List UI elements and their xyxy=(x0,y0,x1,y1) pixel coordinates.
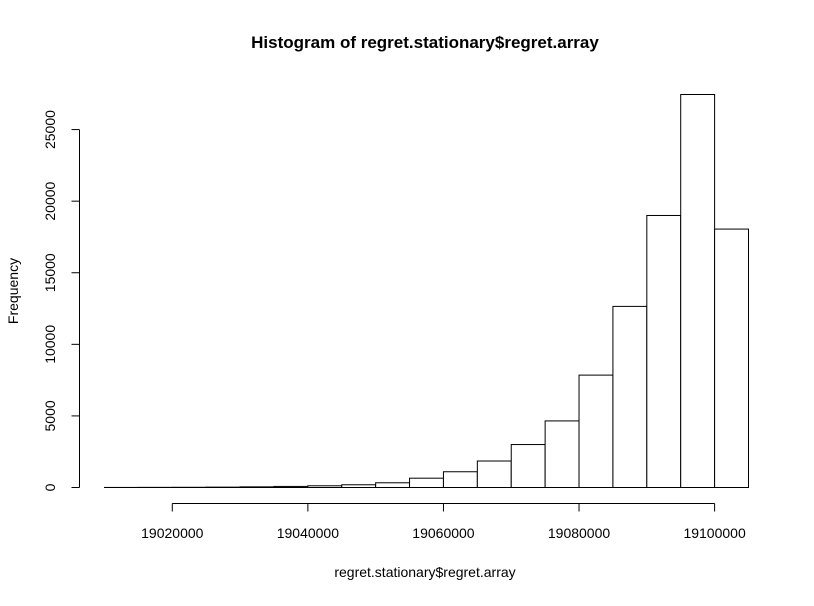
histogram-bars xyxy=(105,95,749,488)
x-tick-label: 19020000 xyxy=(141,525,204,541)
histogram-bar xyxy=(274,486,308,487)
y-tick-label: 10000 xyxy=(42,325,58,364)
histogram-bar xyxy=(443,472,477,488)
histogram-bar xyxy=(647,215,681,487)
y-axis-label: Frequency xyxy=(5,258,21,324)
histogram-bar xyxy=(410,478,444,487)
histogram-bar xyxy=(715,229,749,487)
x-tick-label: 19040000 xyxy=(277,525,340,541)
chart-title: Histogram of regret.stationary$regret.ar… xyxy=(251,33,599,52)
y-tick-label: 15000 xyxy=(42,253,58,292)
y-tick-label: 25000 xyxy=(42,110,58,149)
histogram-bar xyxy=(240,487,274,488)
y-tick-label: 20000 xyxy=(42,181,58,220)
histogram-bar xyxy=(579,375,613,487)
x-tick-label: 19100000 xyxy=(683,525,746,541)
histogram-bar xyxy=(681,95,715,488)
y-tick-label: 0 xyxy=(42,483,58,491)
histogram-bar xyxy=(308,486,342,488)
x-tick-label: 19080000 xyxy=(548,525,611,541)
histogram-bar xyxy=(545,421,579,488)
histogram-bar xyxy=(477,461,511,487)
x-axis: 19020000 19040000 19060000 19080000 19100000 xyxy=(141,504,746,542)
histogram-bar xyxy=(342,485,376,488)
histogram-bar xyxy=(376,483,410,488)
y-axis: 0 5000 10000 15000 20000 25000 xyxy=(42,110,80,491)
x-axis-label: regret.stationary$regret.array xyxy=(334,564,515,580)
histogram-bar xyxy=(511,445,545,488)
histogram-bar xyxy=(613,306,647,487)
y-tick-label: 5000 xyxy=(42,400,58,431)
x-tick-label: 19060000 xyxy=(412,525,475,541)
